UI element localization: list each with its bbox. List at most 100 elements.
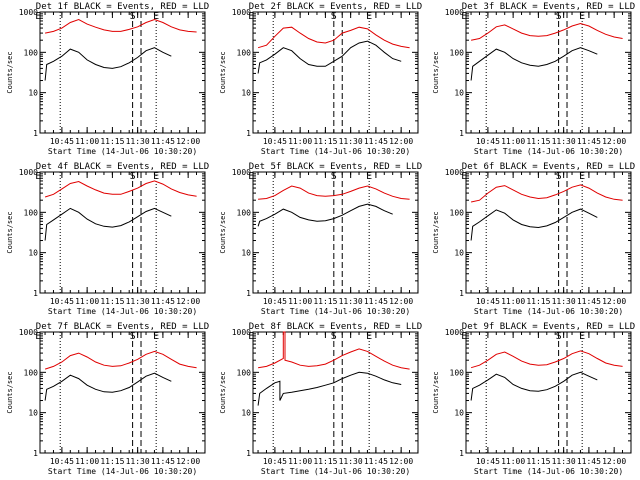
marker-label: E [461,331,467,342]
events-series-line [44,47,172,81]
x-tick-label: 11:15 [313,137,337,146]
x-tick-label: 11:30 [552,297,576,306]
x-tick-label: 12:00 [602,457,626,466]
panel-title: Det 6f BLACK = Events, RED = LLD [462,162,635,172]
y-tick-label: 10 [241,409,251,418]
lld-series-line [45,18,197,34]
plot-frame [39,331,206,454]
y-axis-label: Counts/sec [432,51,440,93]
y-tick-label: 10 [28,249,38,258]
panel-det-7: Det 7f BLACK = Events, RED = LLD 1 10 100 10… [6,322,209,476]
x-tick-label: 11:15 [313,297,337,306]
x-tick-label: 10:45 [476,137,500,146]
x-tick-label: 11:00 [288,137,312,146]
events-series-line [257,40,402,74]
events-series-line [470,47,598,81]
panel-det-8: Det 8f BLACK = Events, RED = LLD 1 10 100 10… [219,322,422,476]
x-axis-label: Start Time (14-Jul-06 10:30:20) [48,147,197,156]
lld-series-line [471,22,623,41]
y-tick-label: 1000 [19,8,38,17]
x-tick-label: 11:15 [100,297,124,306]
x-tick-label: 11:00 [75,137,99,146]
plot-frame [465,11,632,134]
y-tick-label: 1000 [19,328,38,337]
marker-label: E [248,331,254,342]
y-tick-label: 1 [459,129,464,138]
panel-title: Det 2f BLACK = Events, RED = LLD [249,2,422,12]
x-tick-label: 11:00 [288,297,312,306]
y-tick-label: 10 [454,89,464,98]
y-tick-label: 100 [24,368,39,377]
x-tick-label: 12:00 [602,137,626,146]
plot-frame [39,11,206,134]
panel-title: Det 7f BLACK = Events, RED = LLD [36,322,209,332]
marker-label: E [35,171,41,182]
panel-det-5: Det 5f BLACK = Events, RED = LLD 1 10 100 10… [219,162,422,316]
panel-title: Det 5f BLACK = Events, RED = LLD [249,162,422,172]
x-tick-label: 11:30 [126,457,150,466]
y-tick-label: 1 [33,289,38,298]
x-tick-label: 11:15 [100,137,124,146]
lld-series-line [470,350,623,369]
events-series-line [44,372,172,401]
x-axis-label: Start Time (14-Jul-06 10:30:20) [474,147,623,156]
panel-det-3: Det 3f BLACK = Events, RED = LLD 1 10 100 10… [432,2,635,156]
x-tick-label: 11:45 [151,297,175,306]
lld-series-line [257,26,410,49]
marker-label: E [461,171,467,182]
marker-label: E [366,11,372,22]
lld-series-line [258,331,410,370]
y-tick-label: 1 [246,289,251,298]
y-tick-label: 1000 [445,8,464,17]
x-axis-label: Start Time (14-Jul-06 10:30:20) [48,307,197,316]
x-tick-label: 10:45 [263,297,287,306]
marker-label: E [461,11,467,22]
panel-det-1: Det 1f BLACK = Events, RED = LLD 1 10 100 10… [6,2,209,156]
x-tick-label: 12:00 [389,457,413,466]
marker-label: S [331,171,337,182]
x-axis-label: Start Time (14-Jul-06 10:30:20) [474,307,623,316]
marker-label: S [556,171,562,182]
y-tick-label: 1 [33,449,38,458]
events-series-line [257,203,393,227]
x-tick-label: 11:45 [151,137,175,146]
marker-label: E [579,11,585,22]
x-tick-label: 12:00 [176,137,200,146]
plot-frame [252,11,419,134]
y-tick-label: 1000 [232,168,251,177]
y-tick-label: 1000 [232,328,251,337]
panel-det-2: Det 2f BLACK = Events, RED = LLD 1 10 100 10… [219,2,422,156]
panel-det-6: Det 6f BLACK = Events, RED = LLD 1 10 100 10… [432,162,635,316]
marker-label: S [556,11,562,22]
x-tick-label: 10:45 [476,457,500,466]
x-tick-label: 11:45 [577,137,601,146]
y-tick-label: 100 [450,48,465,57]
marker-label: E [579,171,585,182]
y-tick-label: 1 [459,449,464,458]
plot-frame [465,331,632,454]
marker-label: S [556,331,562,342]
x-tick-label: 11:15 [526,137,550,146]
lld-series-line [470,184,623,203]
x-tick-label: 10:45 [50,297,74,306]
plot-frame [465,171,632,294]
x-axis-label: Start Time (14-Jul-06 10:30:20) [261,147,410,156]
x-tick-label: 11:30 [339,297,363,306]
marker-label: S [130,171,136,182]
y-axis-label: Counts/sec [432,371,440,413]
marker-label: E [35,11,41,22]
marker-label: E [153,331,159,342]
x-tick-label: 11:45 [151,457,175,466]
y-tick-label: 1000 [232,8,251,17]
y-tick-label: 1 [246,129,251,138]
plot-frame [39,171,206,294]
y-axis-label: Counts/sec [219,371,227,413]
y-tick-label: 100 [450,208,465,217]
y-axis-label: Counts/sec [6,211,14,253]
marker-label: S [130,331,136,342]
x-tick-label: 11:00 [288,457,312,466]
y-tick-label: 1000 [19,168,38,177]
x-tick-label: 12:00 [602,297,626,306]
x-tick-label: 11:00 [75,297,99,306]
marker-label: E [35,331,41,342]
